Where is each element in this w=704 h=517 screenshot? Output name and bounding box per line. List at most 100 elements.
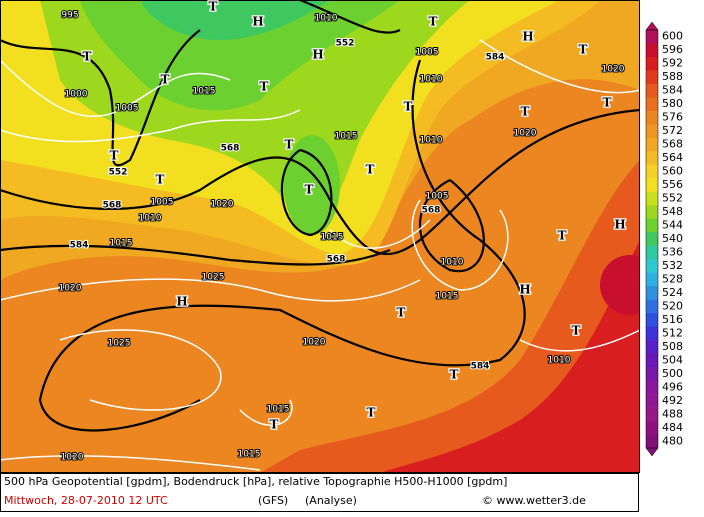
colorbar-tick-label: 520 <box>662 299 683 312</box>
pressure-system: T <box>579 43 588 57</box>
colorbar-tick-label: 552 <box>662 192 683 205</box>
colorbar-tick-label: 544 <box>662 219 683 232</box>
pressure-system: T <box>270 418 279 432</box>
colorbar-tick-label: 504 <box>662 353 683 366</box>
colorbar-tick-label: 600 <box>662 30 683 43</box>
colorbar-swatch <box>646 286 658 300</box>
pressure-system: T <box>558 229 567 243</box>
colorbar-swatch <box>646 205 658 220</box>
colorbar-swatch <box>646 380 658 395</box>
contour-label: 1010 <box>420 75 443 85</box>
colorbar-tick-label: 512 <box>662 326 683 339</box>
colorbar-frame <box>645 29 659 449</box>
pressure-system: H <box>312 48 323 62</box>
pressure-system: T <box>83 50 92 64</box>
contour-label: 1010 <box>548 356 571 366</box>
contour-label: 584 <box>70 241 89 251</box>
colorbar-swatch <box>646 178 658 193</box>
colorbar-swatch <box>646 30 658 44</box>
contour-label: 1010 <box>139 214 162 224</box>
pressure-system: T <box>429 15 438 29</box>
colorbar-swatch <box>646 232 658 247</box>
colorbar-swatch <box>646 326 658 341</box>
pressure-system: H <box>519 283 530 297</box>
contour-label: 552 <box>109 168 128 178</box>
contour-label: 1025 <box>202 273 225 283</box>
colorbar-swatch <box>646 97 658 112</box>
map <box>0 0 640 473</box>
pressure-system: T <box>285 138 294 152</box>
contour-label: 1010 <box>315 14 338 24</box>
colorbar-tick-label: 480 <box>662 434 683 447</box>
pressure-system: H <box>522 30 533 44</box>
contour-label: 1015 <box>321 233 344 243</box>
colorbar-swatch <box>646 43 658 58</box>
pressure-system: H <box>176 295 187 309</box>
contour-label: 1020 <box>59 284 82 294</box>
colorbar-tick-label: 560 <box>662 165 683 178</box>
colorbar-tick-label: 532 <box>662 259 683 272</box>
contour-label: 1015 <box>267 405 290 415</box>
caption-source: © www.wetter3.de <box>482 494 586 507</box>
colorbar-swatch <box>646 353 658 368</box>
pressure-system: T <box>305 183 314 197</box>
map-frame <box>0 0 640 473</box>
colorbar-tick-label: 516 <box>662 313 683 326</box>
caption-box <box>0 473 639 512</box>
colorbar-tick-label: 536 <box>662 245 683 258</box>
contour-label: 568 <box>327 255 346 265</box>
contour-label: 552 <box>336 39 355 49</box>
pressure-system: T <box>161 73 170 87</box>
contour-label: 1020 <box>514 129 537 139</box>
contour-label: 1020 <box>61 453 84 463</box>
pressure-system: T <box>397 306 406 320</box>
contour-label: 1010 <box>441 258 464 268</box>
colorbar-swatch <box>646 124 658 139</box>
colorbar-tick-label: 500 <box>662 367 683 380</box>
contour-label: 568 <box>103 201 122 211</box>
colorbar-swatch <box>646 394 658 408</box>
contour-label: 1015 <box>335 132 358 142</box>
contour-label: 995 <box>61 11 78 21</box>
colorbar-tick-label: 568 <box>662 138 683 151</box>
pressure-system: T <box>156 173 165 187</box>
colorbar-swatch <box>646 191 658 206</box>
colorbar-swatch <box>646 367 658 381</box>
contour-label: 1005 <box>426 192 449 202</box>
colorbar-swatch <box>646 151 658 166</box>
caption-line: 500 hPa Geopotential [gpdm], Bodendruck … <box>4 475 507 488</box>
contour-label: 1015 <box>193 87 216 97</box>
pressure-system: T <box>450 368 459 382</box>
contour-label: 584 <box>471 362 490 372</box>
colorbar-tick-label: 508 <box>662 340 683 353</box>
colorbar-swatch <box>646 434 658 449</box>
pressure-system: T <box>366 163 375 177</box>
colorbar-tick-label: 488 <box>662 407 683 420</box>
pressure-system: T <box>521 105 530 119</box>
colorbar-arrow <box>645 447 659 457</box>
contour-label: 1015 <box>110 239 133 249</box>
contour-label: 1020 <box>303 338 326 348</box>
pressure-system: T <box>110 149 119 163</box>
contour-label: 1005 <box>116 104 139 114</box>
colorbar-swatch <box>646 313 658 327</box>
colorbar-swatch <box>646 110 658 125</box>
colorbar-swatch <box>646 407 658 422</box>
pressure-system: T <box>603 96 612 110</box>
colorbar-tick-label: 564 <box>662 151 683 164</box>
caption-date: Mittwoch, 28-07-2010 12 UTC <box>4 494 168 507</box>
colorbar-tick-label: 484 <box>662 421 683 434</box>
colorbar-tick-label: 572 <box>662 124 683 137</box>
colorbar-tick-label: 528 <box>662 272 683 285</box>
contour-label: 1010 <box>420 136 443 146</box>
contour-label: 568 <box>422 206 441 216</box>
contour-label: 1000 <box>65 90 88 100</box>
colorbar-tick-label: 492 <box>662 394 683 407</box>
pressure-system: T <box>367 406 376 420</box>
colorbar-tick-label: 496 <box>662 380 683 393</box>
pressure-system: T <box>209 0 218 14</box>
colorbar-tick-label: 524 <box>662 286 683 299</box>
colorbar-swatch <box>646 340 658 354</box>
caption-model: (GFS) <box>258 494 288 507</box>
contour-label: 568 <box>221 144 240 154</box>
